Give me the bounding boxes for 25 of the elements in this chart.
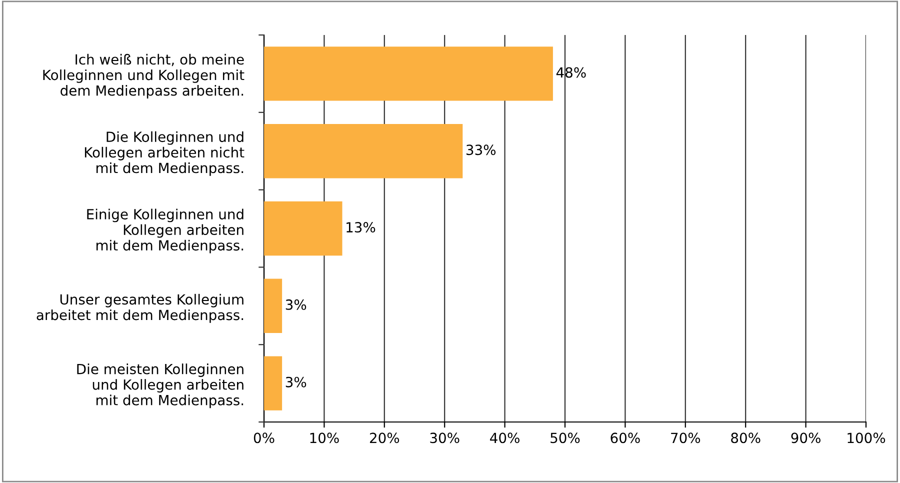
data-label: 13% [346,222,376,233]
bar [264,46,553,101]
x-tick-label: 60% [610,432,640,444]
bar [264,356,282,410]
x-tick-label: 90% [791,432,820,444]
x-tick-label: 50% [550,432,580,444]
x-tick-label: 100% [848,432,886,444]
y-tick-label: Die meisten Kolleginnen und Kollegen arbeiten mit dem Medienpass. [77,364,244,408]
x-tick-label: 30% [430,432,460,444]
x-tick-label: 80% [731,432,760,444]
y-tick-label: Ich weiß nicht, ob meine Kolleginnen und Kollegen mit dem Medienpass arbeiten. [43,54,244,98]
x-tick-label: 10% [310,432,339,444]
x-tick-label: 70% [671,432,700,444]
y-tick-label: Einige Kolleginnen und Kollegen arbeiten mit dem Medienpass. [87,208,244,254]
x-tick-label: 20% [370,432,400,444]
data-label: 33% [466,144,496,156]
y-tick-label: Unser gesamtes Kollegium arbeitet mit dem Medienpass. [36,294,244,323]
bar [264,201,342,256]
y-tick-label: Die Kolleginnen und Kollegen arbeiten nicht mit dem Medienpass. [84,131,244,176]
data-label: 3% [286,376,306,388]
bar [264,124,463,178]
data-label: 3% [286,299,306,310]
bar [264,278,282,333]
x-tick-label: 0% [254,432,274,444]
x-tick-label: 40% [490,432,520,444]
